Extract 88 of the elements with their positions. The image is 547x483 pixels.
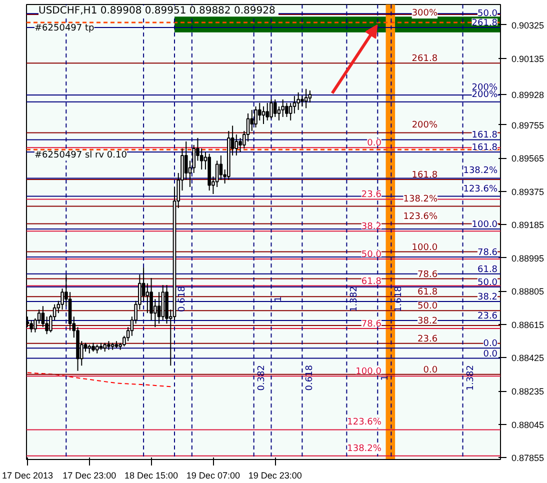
annotation: 161.8 (412, 170, 438, 180)
annotation: 1.382 (466, 365, 476, 391)
x-tick-label: 19 Dec 23:00 (248, 470, 302, 480)
candlestick (262, 106, 266, 124)
annotation: 1.382 (350, 286, 360, 312)
candlestick (157, 292, 161, 324)
y-tick-label: 0.88045 (512, 420, 544, 430)
annotation: 161.8 (472, 142, 498, 153)
annotation: 50.0 (477, 9, 498, 20)
annotation: 200% (412, 120, 438, 131)
candlestick (277, 106, 281, 121)
annotation: 38.2 (477, 292, 498, 303)
y-tick-label: 0.89565 (512, 154, 544, 164)
candlestick (308, 90, 312, 104)
annotation: 50.0 (477, 278, 498, 288)
annotation: 61.8 (477, 264, 498, 275)
candlestick (250, 109, 254, 132)
annotation: 0.0 (367, 138, 382, 149)
candlestick (142, 267, 146, 302)
candlestick (41, 306, 45, 328)
ref-line-label: #6250497 sl rv 0.10 (34, 150, 128, 161)
annotation: 61.8 (361, 276, 382, 287)
annotation: 100.0 (412, 242, 438, 253)
candlestick (300, 95, 304, 107)
y-tick-label: 0.88995 (512, 253, 544, 264)
annotation: 100.0 (472, 220, 498, 230)
annotation: 23.6 (477, 311, 498, 322)
candlestick (285, 102, 288, 118)
y-tick-label: 0.90135 (512, 54, 544, 64)
annotation: 50.0 (418, 302, 438, 312)
annotation: 123.6% (463, 184, 498, 194)
y-tick-label: 0.89375 (512, 186, 544, 197)
annotation: 1 (380, 375, 391, 381)
candlestick (296, 92, 300, 110)
annotation: 300% (412, 8, 438, 18)
annotation: 0.618 (305, 364, 316, 391)
annotation: 38.2 (418, 316, 438, 327)
annotation: 123.6% (403, 212, 438, 222)
y-tick-label: 0.89928 (512, 90, 544, 100)
candlestick (281, 98, 285, 118)
candlestick (292, 95, 296, 114)
y-tick-label: 0.88235 (512, 386, 544, 397)
ref-line-label: #6250497 tp (34, 24, 95, 34)
annotation: 61.8 (418, 288, 438, 298)
candlestick (254, 106, 258, 128)
annotation: 78.6 (418, 270, 438, 280)
candlestick (234, 134, 238, 156)
y-tick-label: 0.88805 (512, 286, 544, 297)
y-tick-label: 0.89755 (512, 120, 544, 130)
y-tick-label: 0.87855 (512, 453, 544, 464)
x-tick-label: 18 Dec 15:00 (124, 470, 178, 480)
candlestick (215, 160, 219, 188)
candlestick (304, 88, 308, 109)
annotation: 123.6% (347, 418, 382, 428)
candlestick (146, 282, 150, 314)
annotation: 138.2% (347, 444, 382, 454)
candlestick (273, 98, 277, 118)
y-tick-label: 0.90325 (512, 20, 544, 30)
annotation: 78.6 (361, 320, 382, 330)
annotation: 0.0 (483, 349, 498, 360)
x-tick-label: 17 Dec 2013 (2, 470, 53, 480)
annotation: 1 (274, 296, 284, 302)
annotation: 261.8 (412, 54, 438, 64)
x-tick-label: 17 Dec 23:00 (62, 470, 116, 480)
annotation: 23.6 (418, 334, 438, 344)
candlestick (219, 154, 223, 180)
candlestick (246, 112, 250, 142)
annotation: 161.8 (472, 130, 498, 141)
y-tick-label: 0.88425 (512, 353, 544, 364)
candlestick (30, 320, 33, 333)
annotation: 138.2% (403, 194, 438, 204)
candlestick (258, 102, 262, 121)
y-tick-label: 0.88615 (512, 320, 544, 330)
candlestick (238, 137, 242, 152)
x-tick-label: 19 Dec 07:00 (186, 470, 240, 480)
candlestick (266, 102, 270, 121)
y-tick-label: 0.89185 (512, 220, 544, 230)
annotation: 0.382 (256, 365, 267, 391)
annotation: 78.6 (477, 248, 498, 258)
annotation: 23.6 (361, 190, 382, 200)
candlestick (288, 102, 292, 121)
line-series (26, 372, 172, 388)
annotation: 0.0 (423, 365, 438, 376)
annotation: 0.0 (483, 339, 498, 350)
candlestick (270, 98, 273, 120)
chart-title: USDCHF,H1 0.89908 0.89951 0.89882 0.89928 (38, 6, 276, 16)
candlestick (200, 148, 204, 170)
annotation: 138.2% (463, 166, 498, 176)
